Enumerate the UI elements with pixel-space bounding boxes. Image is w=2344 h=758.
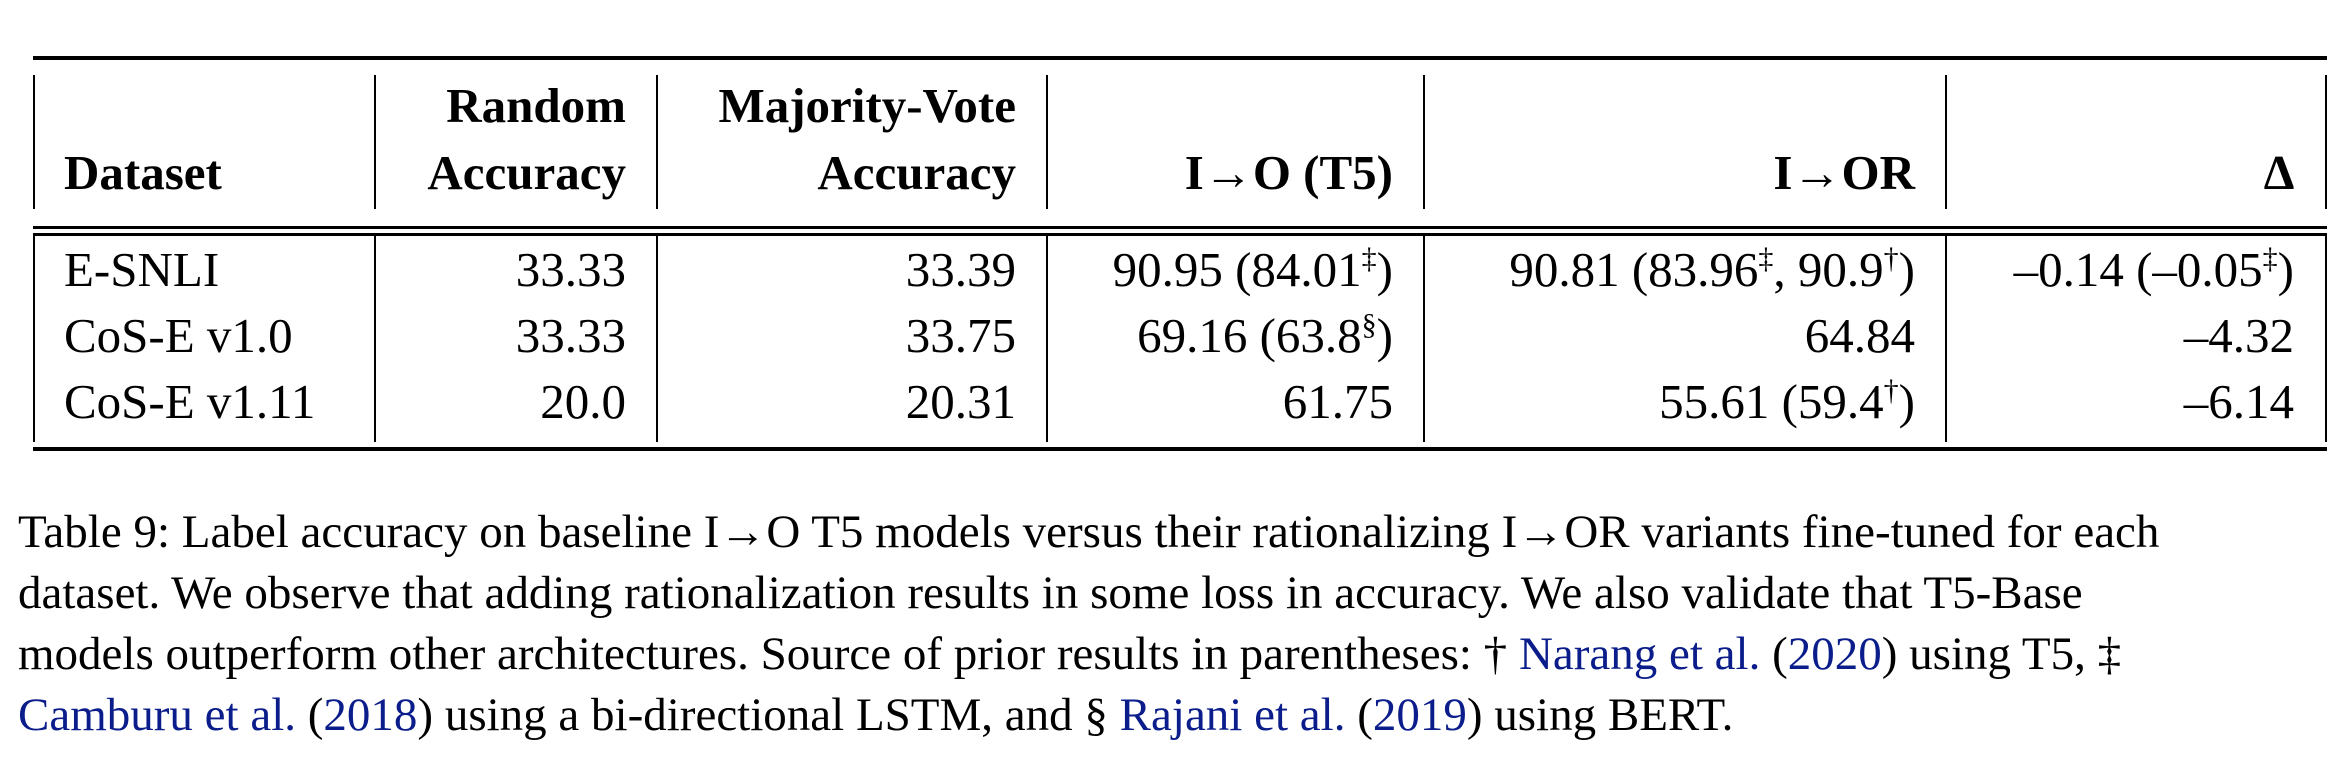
vline-right-header [2325,75,2327,209]
row2-io-value: 69.16 (63.8 [1137,308,1362,363]
row1-ior-mark1: ‡ [1758,242,1774,275]
cite-camburu-open: ( [296,689,324,741]
vline-5-body [1945,236,1947,442]
row1-ior-close: ) [1898,242,1915,297]
row1-delta-mark: ‡ [2262,242,2278,275]
caption-line-1: Table 9: Label accuracy on baseline I→O … [18,506,2160,558]
header-majority-line2: Accuracy [817,145,1016,200]
row2-io-mark: § [1361,308,1377,341]
row2-delta: –4.32 [2183,308,2294,363]
vline-3-body [1046,236,1048,442]
row3-ior-close: ) [1898,374,1915,429]
row2-io-close: ) [1376,308,1393,363]
header-ior: I→OR [1773,145,1915,200]
row1-delta-value: –0.14 (–0.05 [2013,242,2263,297]
vline-1-header [374,75,376,209]
header-io-t5: I→O (T5) [1184,145,1393,200]
vline-4-body [1423,236,1425,442]
cite-rajani-open: ( [1345,689,1373,741]
caption-line-2: dataset. We observe that adding rational… [18,567,2083,619]
cite-rajani-year-link[interactable]: 2019 [1372,689,1467,741]
row3-io: 61.75 [1282,374,1393,429]
row1-io: 90.95 (84.01‡) [1048,240,1393,300]
table-header-rule-double [33,233,2327,236]
row3-ior: 55.61 (59.4†) [1425,372,1915,432]
vline-3-header [1046,75,1048,209]
header-majority-line1: Majority-Vote [718,78,1016,133]
caption-text-3a: models outperform other architectures. S… [18,628,1519,680]
caption-text-4b: ) using BERT. [1466,689,1734,741]
header-random-line2: Accuracy [427,145,626,200]
cite-narang-year-link[interactable]: 2020 [1787,628,1882,680]
row1-ior-mark2: † [1883,242,1899,275]
row1-io-mark: ‡ [1361,242,1377,275]
vline-4-header [1423,75,1425,209]
table-top-rule [33,56,2327,60]
table-caption: Table 9: Label accuracy on baseline I→O … [18,502,2328,746]
vline-2-body [656,236,658,442]
row1-ior: 90.81 (83.96‡, 90.9†) [1425,240,1915,300]
row1-delta-close: ) [2277,242,2294,297]
row1-io-value: 90.95 (84.01 [1112,242,1362,297]
row2-dataset: CoS-E v1.0 [64,308,293,363]
row2-io: 69.16 (63.8§) [1048,306,1393,366]
header-dataset: Dataset [64,145,222,200]
row2-random: 33.33 [515,308,626,363]
row3-delta: –6.14 [2183,374,2294,429]
caption-text-4a: ) using a bi-directional LSTM, and § [417,689,1120,741]
vline-2-header [656,75,658,209]
caption-line-3: models outperform other architectures. S… [18,624,2328,685]
row1-random: 33.33 [515,242,626,297]
row3-ior-value: 55.61 (59.4 [1659,374,1884,429]
caption-line-4: Camburu et al. (2018) using a bi-directi… [18,685,2328,746]
row3-majority: 20.31 [905,374,1016,429]
row2-ior: 64.84 [1804,308,1915,363]
table-bottom-rule [33,447,2327,451]
row3-ior-mark: † [1883,374,1899,407]
row1-io-close: ) [1376,242,1393,297]
header-delta: ∆ [2264,145,2294,200]
cite-rajani-link[interactable]: Rajani et al. [1119,689,1346,741]
vline-left-header [33,75,35,209]
row1-majority: 33.39 [905,242,1016,297]
cite-camburu-link[interactable]: Camburu et al. [18,689,297,741]
vline-1-body [374,236,376,442]
row3-dataset: CoS-E v1.11 [64,374,316,429]
row1-ior-value: 90.81 (83.96 [1509,242,1759,297]
vline-left-body [33,236,35,442]
caption-text-3b: ) using T5, ‡ [1881,628,2122,680]
row3-random: 20.0 [540,374,626,429]
cite-narang-link[interactable]: Narang et al. [1518,628,1761,680]
row1-ior-mid: , 90.9 [1773,242,1884,297]
cite-camburu-year-link[interactable]: 2018 [323,689,418,741]
vline-right-body [2325,236,2327,442]
cite-narang-open: ( [1760,628,1788,680]
row2-majority: 33.75 [905,308,1016,363]
header-random-line1: Random [446,78,626,133]
row1-dataset: E-SNLI [64,242,220,297]
row1-delta: –0.14 (–0.05‡) [1947,240,2294,300]
table-header-rule [33,226,2327,229]
vline-5-header [1945,75,1947,209]
